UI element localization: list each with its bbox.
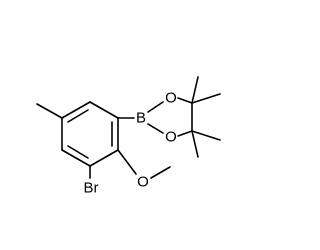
bond <box>177 97 193 104</box>
bond <box>147 101 164 113</box>
bond <box>61 101 91 119</box>
atom-label: Br <box>84 180 99 197</box>
bond <box>147 123 164 134</box>
bond <box>36 103 63 119</box>
bonds <box>36 76 221 179</box>
bond <box>117 149 137 175</box>
structure-diagram: B O O O Br <box>36 76 221 197</box>
bond <box>89 101 119 119</box>
atom-label: O <box>137 174 149 191</box>
bond <box>191 130 199 158</box>
bond <box>191 76 199 104</box>
bond <box>177 130 193 137</box>
atom-label: O <box>165 129 177 146</box>
bond <box>89 149 119 167</box>
bond <box>150 166 171 179</box>
double-bond <box>67 109 89 123</box>
double-bond <box>67 145 89 159</box>
atom-label: O <box>165 90 177 107</box>
bond <box>61 149 91 167</box>
bond <box>191 130 221 141</box>
atom-label: B <box>136 110 146 127</box>
atom-labels: B O O O Br <box>84 90 177 197</box>
bond <box>191 93 221 104</box>
